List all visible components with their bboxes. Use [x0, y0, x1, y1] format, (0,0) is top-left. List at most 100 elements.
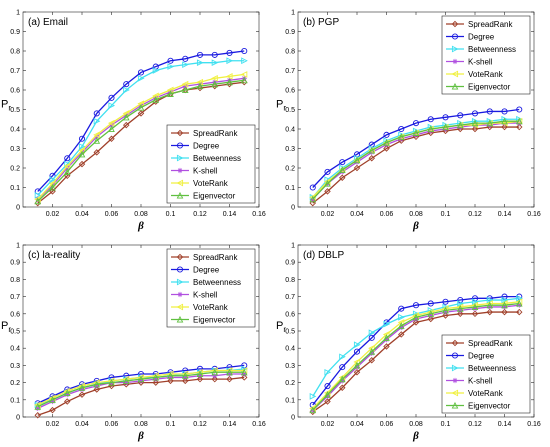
x-tick-label: 0.06: [105, 211, 119, 218]
data-point-eigenvector: [49, 183, 56, 191]
x-tick-label: 0.12: [193, 421, 207, 428]
data-point-k-shell: [182, 83, 188, 89]
data-point-eigenvector: [211, 368, 219, 376]
data-point-spreadrank: [93, 386, 100, 393]
data-point-eigenvector: [383, 334, 390, 341]
legend-marker: [177, 291, 183, 298]
data-point-voterank: [240, 71, 248, 78]
y-tick-label: 1: [291, 243, 295, 250]
data-point-degree: [442, 114, 449, 121]
legend-marker: [176, 191, 184, 199]
x-tick-label: 0.06: [380, 211, 394, 218]
data-point-betweenness: [516, 294, 523, 302]
data-point-k-shell: [153, 376, 159, 382]
data-point-eigenvector: [427, 310, 435, 317]
x-tick-label: 0.08: [134, 211, 148, 218]
data-point-spreadrank: [471, 310, 479, 318]
data-point-k-shell: [369, 149, 375, 155]
series-line-eigenvector: [312, 120, 520, 200]
legend-marker: [452, 58, 458, 65]
data-point-spreadrank: [182, 377, 189, 385]
y-axis-label: Pr: [1, 320, 11, 334]
y-tick-label: 1: [291, 10, 295, 17]
data-point-eigenvector: [397, 322, 405, 329]
data-point-degree: [412, 302, 420, 309]
data-point-voterank: [181, 80, 189, 88]
legend-marker: [176, 142, 184, 149]
data-point-eigenvector: [412, 129, 420, 136]
y-tick-label: 0.1: [285, 397, 295, 404]
series-line-degree: [37, 50, 245, 192]
legend-box: [166, 124, 256, 204]
y-tick-label: 0: [291, 205, 295, 212]
data-point-betweenness: [196, 59, 204, 67]
data-point-k-shell: [167, 374, 174, 381]
data-point-k-shell: [369, 350, 375, 356]
legend: SpreadRank Degree Betweenness K-shell VoteRa…: [166, 248, 256, 328]
x-tick-label: 0.08: [409, 421, 423, 428]
data-point-betweenness: [78, 143, 86, 150]
data-point-spreadrank: [353, 164, 361, 172]
data-point-eigenvector: [93, 137, 101, 144]
y-tick-label: 0.3: [10, 146, 20, 153]
data-point-k-shell: [339, 378, 345, 384]
x-tick-label: 0.1: [166, 421, 176, 428]
data-point-spreadrank: [383, 145, 390, 152]
data-point-k-shell: [457, 307, 463, 313]
legend-entry: Betweenness: [468, 364, 516, 373]
x-axis-label: β: [137, 430, 144, 442]
data-point-degree: [486, 108, 493, 115]
data-point-spreadrank: [123, 121, 130, 129]
y-tick-label: 0.6: [10, 311, 20, 318]
data-point-voterank: [211, 74, 218, 82]
data-point-degree: [412, 120, 420, 127]
data-point-betweenness: [211, 59, 219, 67]
y-tick-label: 0.5: [285, 329, 295, 336]
legend-entry: Betweenness: [193, 278, 241, 287]
data-point-spreadrank: [398, 331, 405, 338]
x-tick-label: 0.16: [252, 421, 266, 428]
data-point-betweenness: [398, 313, 405, 321]
data-point-eigenvector: [108, 378, 115, 386]
legend-entry: Degree: [193, 142, 220, 151]
y-tick-label: 1: [16, 10, 20, 17]
legend-entry: Eigenvector: [468, 83, 511, 92]
panel-title: (c) la-reality: [28, 250, 80, 261]
series-line-spreadrank: [312, 311, 520, 413]
legend-marker: [451, 389, 459, 397]
data-point-eigenvector: [240, 368, 248, 376]
data-point-k-shell: [241, 371, 247, 377]
data-point-k-shell: [354, 159, 360, 165]
data-point-spreadrank: [516, 308, 523, 316]
data-point-eigenvector: [324, 179, 331, 187]
x-axis-label: β: [412, 430, 419, 442]
data-point-spreadrank: [339, 384, 346, 391]
data-point-spreadrank: [167, 377, 174, 385]
y-tick-label: 0.6: [285, 311, 295, 318]
data-point-degree: [442, 298, 449, 305]
legend-entry: Eigenvector: [193, 192, 236, 201]
data-point-eigenvector: [108, 125, 115, 133]
x-tick-label: 0.04: [75, 421, 89, 428]
x-tick-label: 0.12: [468, 211, 482, 218]
y-tick-label: 0.2: [10, 380, 20, 387]
data-point-spreadrank: [412, 319, 420, 326]
data-point-k-shell: [79, 386, 85, 393]
data-point-k-shell: [197, 373, 203, 379]
data-point-k-shell: [398, 136, 404, 142]
y-tick-label: 0.5: [285, 107, 295, 114]
data-point-degree: [123, 81, 130, 88]
data-point-degree: [324, 382, 331, 390]
data-point-eigenvector: [226, 78, 233, 86]
y-tick-label: 0.1: [285, 185, 295, 192]
x-tick-label: 0.14: [223, 211, 237, 218]
data-point-degree: [353, 348, 361, 355]
legend: SpreadRank Degree Betweenness K-shell VoteRa…: [441, 15, 531, 95]
data-point-degree: [182, 55, 189, 62]
data-point-k-shell: [324, 393, 331, 399]
legend-entry: SpreadRank: [193, 129, 238, 138]
data-point-eigenvector: [196, 370, 204, 378]
data-point-degree: [211, 51, 218, 58]
data-point-voterank: [353, 156, 361, 164]
data-point-eigenvector: [167, 90, 174, 97]
